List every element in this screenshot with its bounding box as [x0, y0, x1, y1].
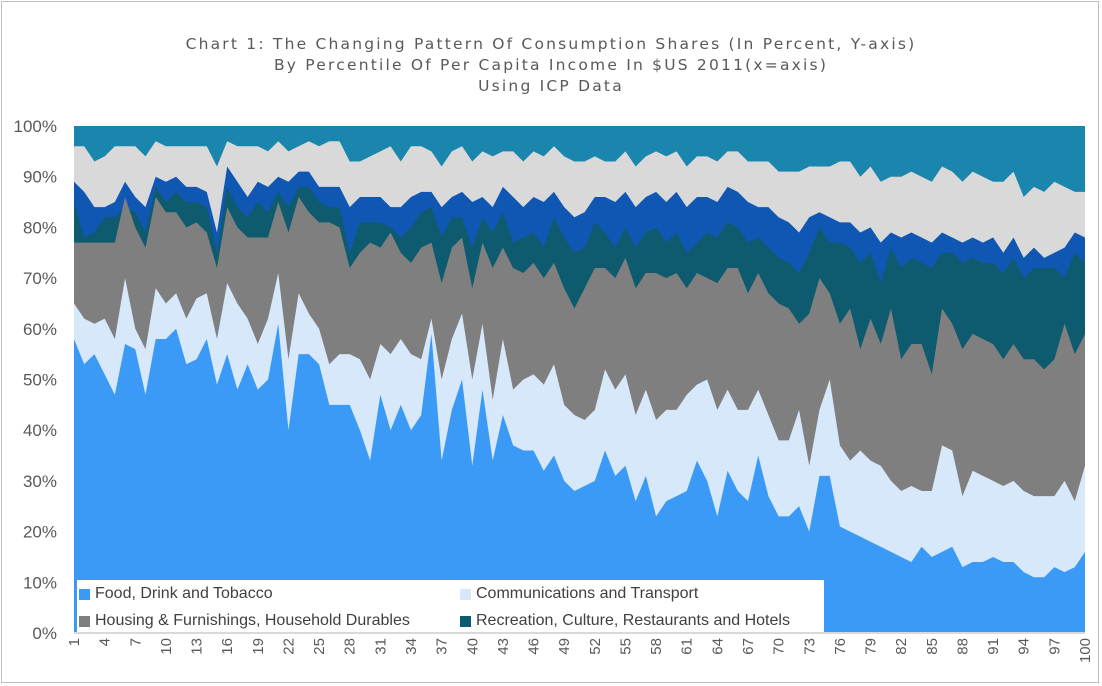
y-tick-label: 30% — [23, 472, 57, 491]
y-tick-label: 100% — [14, 117, 57, 136]
x-tick-label: 40 — [464, 638, 481, 655]
legend-swatch-food — [79, 588, 90, 600]
x-tick-label: 76 — [832, 638, 849, 655]
x-tick-label: 10 — [158, 638, 175, 655]
x-tick-label: 19 — [250, 638, 267, 655]
x-tick-label: 16 — [219, 638, 236, 655]
x-tick-label: 58 — [648, 638, 665, 655]
x-tick-label: 34 — [403, 638, 420, 655]
x-tick-label: 43 — [495, 638, 512, 655]
y-tick-label: 90% — [23, 168, 57, 187]
x-tick-label: 82 — [893, 638, 910, 655]
y-tick-label: 40% — [23, 421, 57, 440]
x-tick-label: 55 — [617, 638, 634, 655]
legend: Food, Drink and Tobacco Communications a… — [77, 580, 824, 632]
legend-label-food: Food, Drink and Tobacco — [95, 585, 273, 602]
legend-swatch-recreation — [460, 615, 471, 627]
y-tick-label: 50% — [23, 371, 57, 390]
chart-title-line-3: Using ICP Data — [478, 77, 624, 95]
x-tick-label: 67 — [740, 638, 757, 655]
x-tick-label: 61 — [679, 638, 696, 655]
x-tick-label: 100 — [1077, 638, 1094, 663]
x-tick-label: 97 — [1046, 638, 1063, 655]
x-tick-label: 4 — [97, 638, 114, 646]
y-tick-label: 0% — [32, 624, 57, 643]
x-tick-label: 7 — [127, 638, 144, 646]
x-tick-label: 85 — [924, 638, 941, 655]
x-tick-label: 46 — [526, 638, 543, 655]
legend-label-recreation: Recreation, Culture, Restaurants and Hot… — [476, 612, 790, 629]
x-tick-label: 79 — [863, 638, 880, 655]
y-tick-label: 80% — [23, 218, 57, 237]
legend-item-communications: Communications and Transport — [460, 585, 698, 603]
chart-title-line-2: By Percentile Of Per Capita Income In $U… — [273, 56, 829, 74]
x-tick-label: 25 — [311, 638, 328, 655]
x-tick-label: 88 — [954, 638, 971, 655]
y-tick-label: 20% — [23, 523, 57, 542]
y-tick-label: 10% — [23, 573, 57, 592]
x-tick-label: 64 — [709, 638, 726, 655]
x-tick-label: 13 — [189, 638, 206, 655]
x-tick-label: 70 — [771, 638, 788, 655]
legend-label-housing: Housing & Furnishings, Household Durable… — [95, 612, 410, 629]
x-tick-label: 94 — [1016, 638, 1033, 655]
x-tick-label: 52 — [587, 638, 604, 655]
x-tick-label: 22 — [280, 638, 297, 655]
y-tick-label: 60% — [23, 320, 57, 339]
y-tick-label: 70% — [23, 269, 57, 288]
x-tick-label: 49 — [556, 638, 573, 655]
x-tick-label: 31 — [372, 638, 389, 655]
chart-title: Chart 1: The Changing Pattern Of Consump… — [0, 34, 1102, 97]
area-series-1 — [74, 323, 1085, 633]
legend-label-communications: Communications and Transport — [476, 585, 699, 602]
legend-swatch-communications — [460, 588, 471, 600]
x-tick-label: 73 — [801, 638, 818, 655]
x-tick-label: 37 — [434, 638, 451, 655]
legend-item-recreation: Recreation, Culture, Restaurants and Hot… — [460, 612, 790, 630]
legend-item-housing: Housing & Furnishings, Household Durable… — [79, 612, 410, 630]
chart-title-line-1: Chart 1: The Changing Pattern Of Consump… — [185, 35, 917, 53]
legend-swatch-housing — [79, 615, 90, 627]
x-tick-label: 91 — [985, 638, 1002, 655]
legend-item-food: Food, Drink and Tobacco — [79, 585, 273, 603]
x-tick-label: 28 — [342, 638, 359, 655]
x-tick-label: 1 — [66, 638, 83, 646]
